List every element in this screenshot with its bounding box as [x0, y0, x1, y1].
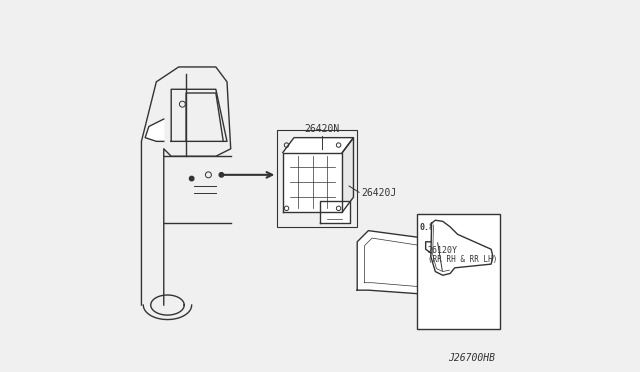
Text: J26700HB: J26700HB	[448, 353, 495, 363]
Polygon shape	[426, 242, 431, 253]
Polygon shape	[342, 138, 353, 212]
Polygon shape	[283, 138, 353, 153]
Bar	[277, 130, 357, 227]
Polygon shape	[283, 153, 342, 212]
Circle shape	[189, 176, 194, 181]
Polygon shape	[145, 119, 164, 141]
Text: 26420J: 26420J	[361, 189, 396, 198]
Bar	[417, 214, 500, 329]
Text: 0.8: 0.8	[420, 223, 435, 232]
Polygon shape	[431, 220, 493, 275]
Text: 26420N: 26420N	[304, 124, 339, 134]
Polygon shape	[357, 231, 431, 294]
Text: 26120Y: 26120Y	[428, 246, 458, 254]
Circle shape	[219, 173, 223, 177]
Polygon shape	[320, 201, 349, 223]
Text: (RR RH & RR LH): (RR RH & RR LH)	[428, 255, 497, 264]
